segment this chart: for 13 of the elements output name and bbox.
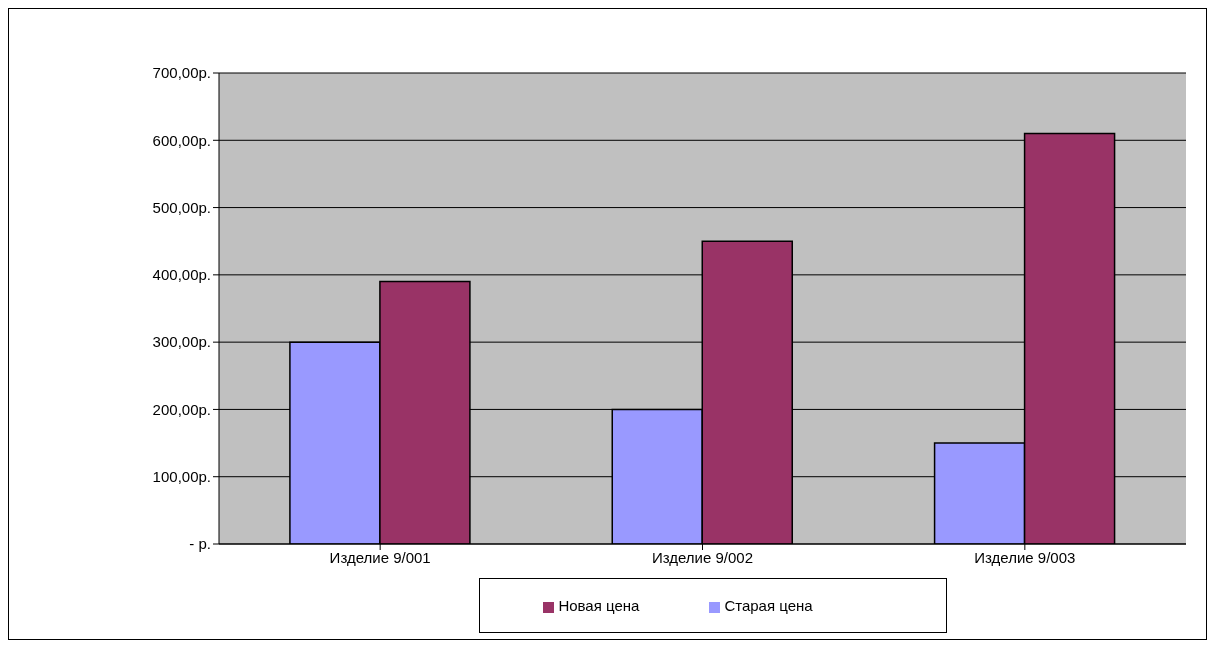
y-tick-label: 600,00р. bbox=[152, 131, 211, 149]
legend-label: Старая цена bbox=[724, 597, 813, 614]
y-tick-label: 700,00р. bbox=[152, 64, 211, 82]
y-tick-label: 500,00р. bbox=[152, 198, 211, 216]
y-tick-label: - р. bbox=[189, 535, 211, 553]
x-tick-label: Изделие 9/002 bbox=[651, 548, 754, 566]
x-tick-label: Изделие 9/003 bbox=[974, 548, 1076, 566]
y-tick-label: 300,00р. bbox=[152, 333, 211, 351]
legend-label: Новая цена bbox=[558, 597, 640, 614]
y-tick-label: 200,00р. bbox=[152, 400, 211, 418]
y-tick-label: 100,00р. bbox=[152, 468, 211, 486]
x-tick-label: Изделие 9/001 bbox=[329, 548, 431, 566]
y-tick-label: 400,00р. bbox=[152, 266, 211, 284]
